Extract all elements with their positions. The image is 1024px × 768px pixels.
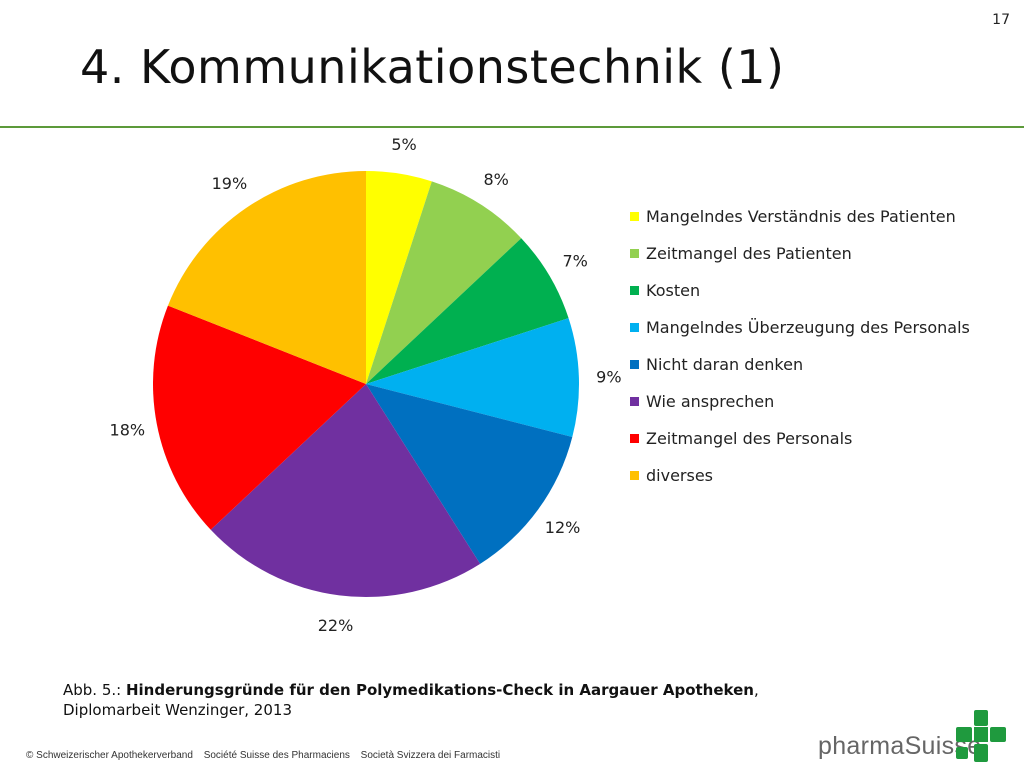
pie-data-label: 22% (318, 616, 354, 635)
legend-item: Zeitmangel des Personals (630, 420, 970, 457)
pie-data-label: 9% (596, 367, 621, 386)
slide-number: 17 (992, 12, 1010, 28)
pie-slice (153, 305, 366, 530)
legend-label: Nicht daran denken (646, 355, 804, 374)
caption-source: Diplomarbeit Wenzinger, 2013 (63, 701, 292, 719)
caption-suffix: , (753, 681, 759, 699)
pie-slice (167, 171, 366, 384)
legend-label: Wie ansprechen (646, 392, 775, 411)
pie-slice (366, 181, 522, 384)
legend-swatch (630, 434, 639, 443)
legend-swatch (630, 360, 639, 369)
legend-label: Zeitmangel des Personals (646, 429, 853, 448)
pie-data-label: 12% (545, 518, 581, 537)
legend-item: Mangelndes Verständnis des Patienten (630, 198, 970, 235)
legend-label: diverses (646, 466, 714, 485)
legend-item: Zeitmangel des Patienten (630, 235, 970, 272)
pie-data-label: 5% (391, 135, 416, 154)
pie-slice (366, 318, 579, 437)
legend-swatch (630, 323, 639, 332)
pie-data-label: 8% (484, 170, 509, 189)
pie-data-label: 18% (110, 421, 146, 440)
title-divider (0, 126, 1024, 128)
legend-item: Kosten (630, 272, 970, 309)
pie-data-label: 7% (562, 251, 587, 270)
legend-label: Zeitmangel des Patienten (646, 244, 852, 263)
brand-name: pharmaSuisse (818, 732, 982, 760)
pie-slice (366, 238, 569, 384)
footer-org-de: © Schweizerischer Apothekerverband (26, 750, 193, 761)
pie-data-label: 19% (212, 174, 248, 193)
footer-org-fr: Société Suisse des Pharmaciens (203, 750, 350, 761)
legend-label: Kosten (646, 281, 701, 300)
pie-slice (366, 384, 573, 564)
caption-prefix: Abb. 5.: (63, 681, 126, 699)
footer-org-it: Società Svizzera dei Farmacisti (360, 750, 501, 761)
legend-swatch (630, 249, 639, 258)
figure-caption: Abb. 5.: Hinderungsgründe für den Polyme… (63, 680, 759, 720)
legend-swatch (630, 397, 639, 406)
legend-item: Mangelndes Überzeugung des Personals (630, 309, 970, 346)
legend-item: Wie ansprechen (630, 383, 970, 420)
legend-swatch (630, 286, 639, 295)
legend-label: Mangelndes Überzeugung des Personals (646, 318, 970, 337)
legend-swatch (630, 471, 639, 480)
footer: © Schweizerischer Apothekerverband Socié… (26, 750, 508, 761)
caption-bold-title: Hinderungsgründe für den Polymedikations… (125, 681, 754, 699)
legend-item: Nicht daran denken (630, 346, 970, 383)
legend-item: diverses (630, 457, 970, 494)
legend-swatch (630, 212, 639, 221)
pie-slice (210, 384, 481, 597)
chart-legend: Mangelndes Verständnis des Patienten Zeit… (630, 198, 970, 494)
green-cross-logo-icon (956, 710, 1006, 762)
slide-title: 4. Kommunikationstechnik (1) (80, 40, 785, 94)
pie-slice (366, 171, 432, 384)
legend-label: Mangelndes Verständnis des Patienten (646, 207, 956, 226)
